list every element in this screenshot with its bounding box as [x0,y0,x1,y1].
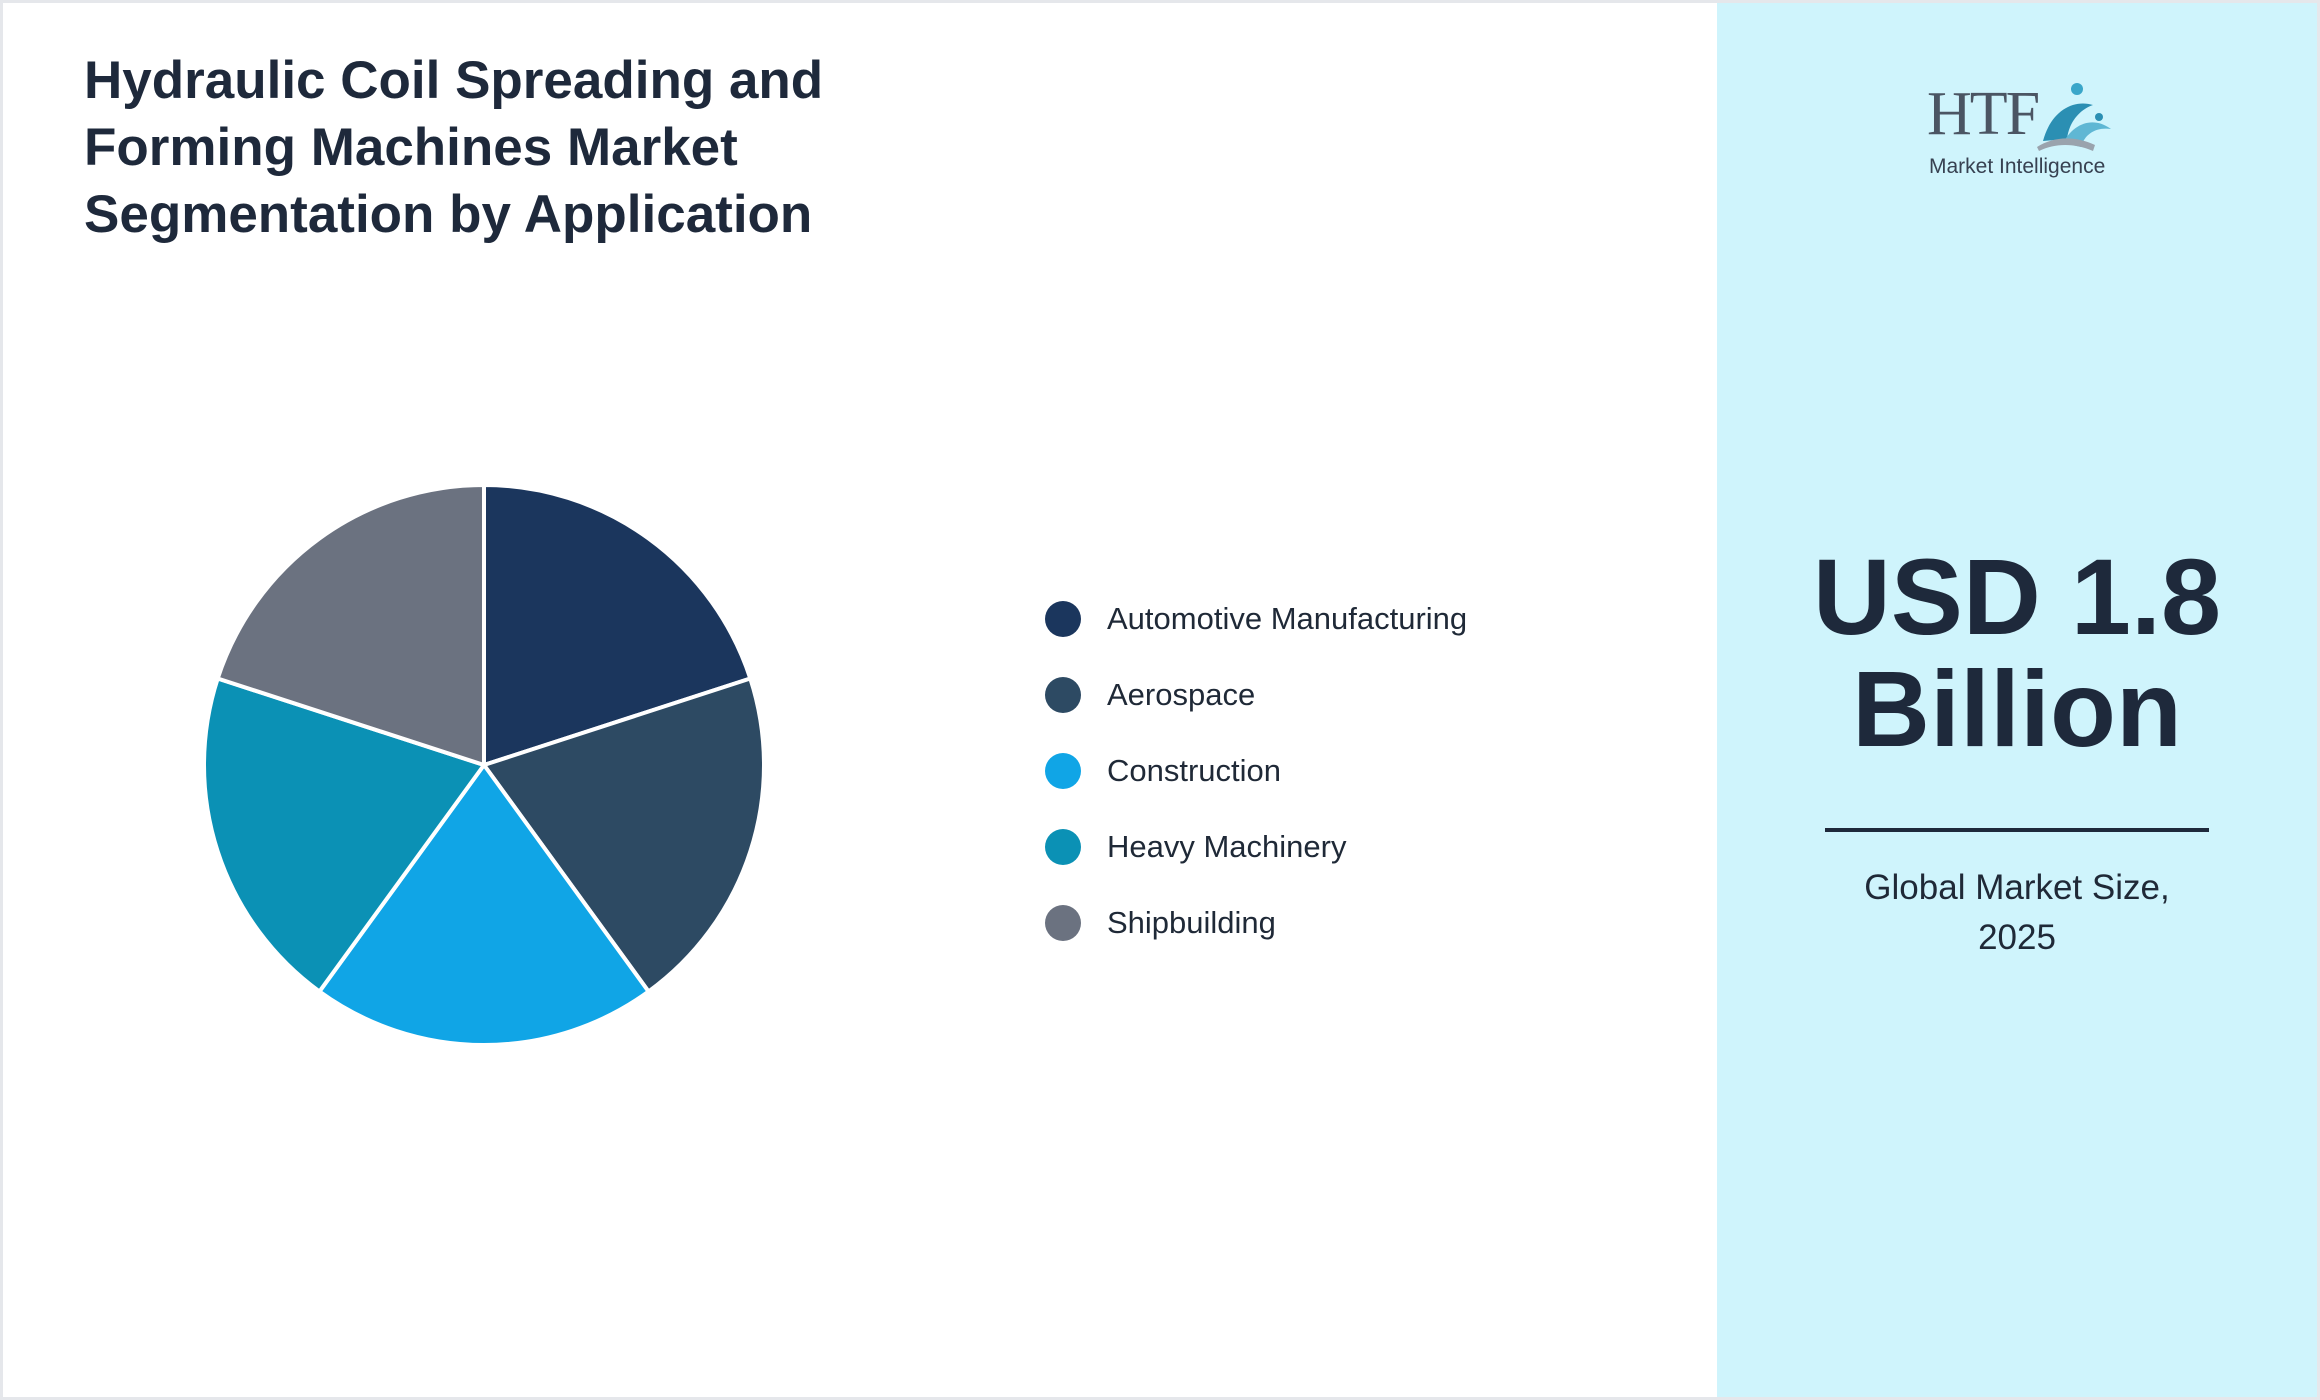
pie-slice-heavy-machinery [202,676,486,994]
htf-logo-figure-icon [2037,83,2111,151]
pie-slice-construction [317,763,651,1047]
market-caption-line: Global Market Size, [1864,868,2170,907]
legend-swatch [1045,753,1081,789]
legend-swatch [1045,601,1081,637]
chart-panel: Hydraulic Coil Spreading and Forming Mac… [3,3,1717,1397]
legend-swatch [1045,677,1081,713]
legend-swatch [1045,829,1081,865]
market-caption: Global Market Size, 2025 [1717,863,2317,963]
chart-title-line: Segmentation by Application [84,185,813,244]
legend-label: Heavy Machinery [1107,829,1347,864]
pie-slice-shipbuilding [215,483,486,767]
market-value: USD 1.8 Billion [1717,541,2317,765]
legend-label: Shipbuilding [1107,905,1276,940]
chart-title-line: Hydraulic Coil Spreading and [84,51,824,110]
chart-title-line: Forming Machines Market [84,118,738,177]
legend-label: Aerospace [1107,677,1256,712]
market-value-line: Billion [1852,648,2182,769]
chart-title: Hydraulic Coil Spreading and Forming Mac… [84,47,984,248]
logo-wordmark: HTF [1927,80,2040,148]
market-value-line: USD 1.8 [1812,536,2222,657]
market-caption-line: 2025 [1978,918,2056,957]
legend-swatch [1045,905,1081,941]
htf-logo: HTF Market Intelligence [1927,79,2127,189]
pie-slice-aerospace [482,676,766,994]
legend-label: Automotive Manufacturing [1107,601,1468,636]
market-size-panel: HTF Market Intelligence USD 1.8 Billion … [1717,3,2317,1397]
divider [1825,828,2209,832]
pie-chart [202,483,766,1047]
legend-label: Construction [1107,753,1282,788]
logo-tagline: Market Intelligence [1929,155,2106,178]
pie-slice-automotive-manufacturing [482,483,753,767]
